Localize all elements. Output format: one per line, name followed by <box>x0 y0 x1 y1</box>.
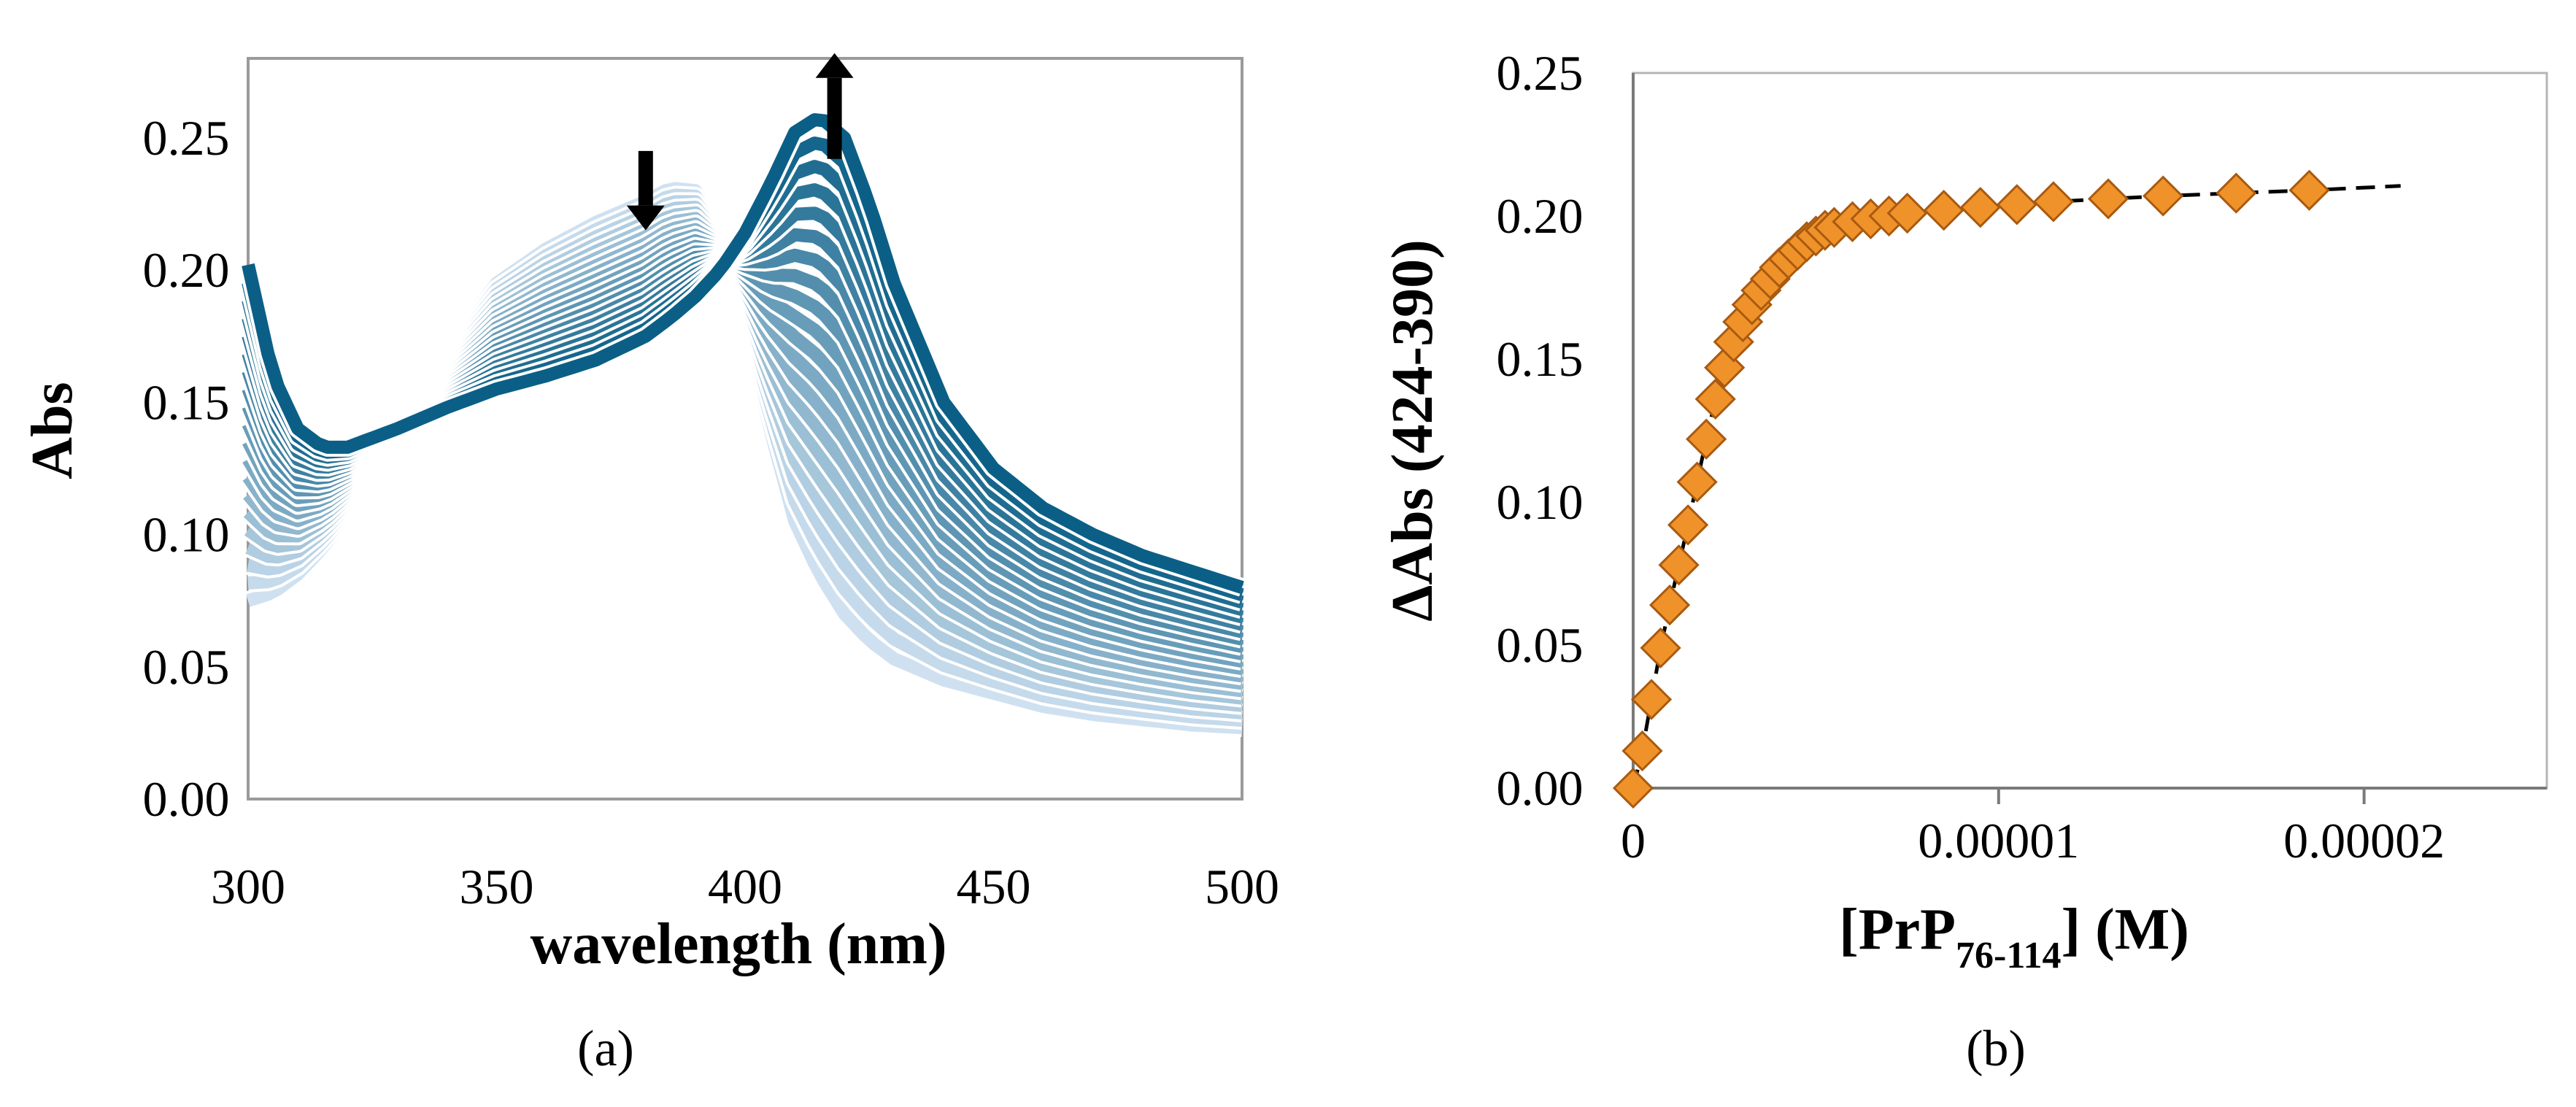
data-point-marker <box>2216 172 2257 214</box>
panel-b-x-tick-labels: 0 0.00001 0.00002 <box>1621 813 2445 868</box>
data-point-marker <box>1686 418 1727 460</box>
panel-b-x-axis-title-subscript: 76-114 <box>1956 935 2061 976</box>
data-point-marker <box>1694 378 1736 420</box>
arrow-head-down <box>626 205 665 231</box>
panel-a-y-axis-title: Abs <box>20 382 85 479</box>
data-point-marker <box>2143 175 2184 217</box>
panel-a-x-axis-title: wavelength (nm) <box>530 912 946 976</box>
spectrum-curve <box>242 113 1244 594</box>
panel-a-arrows <box>626 53 854 231</box>
data-point-marker <box>2032 181 2075 223</box>
data-point-marker <box>1886 192 1928 234</box>
panel-a-x-tick-label: 300 <box>211 859 285 914</box>
panel-b-x-tick-marks <box>1632 788 2366 804</box>
data-point-marker <box>1612 767 1654 809</box>
panel-a-x-tick-label: 450 <box>957 859 1031 914</box>
data-point-marker <box>1630 679 1673 720</box>
panel-b-data-markers <box>1612 169 2330 809</box>
panel-b-y-tick-labels: 0.00 0.05 0.10 0.15 0.20 0.25 <box>1497 45 1584 816</box>
panel-b-x-axis-title-tail: ] (M) <box>2061 898 2189 962</box>
data-point-marker <box>1667 504 1709 546</box>
panel-b-label: (b) <box>1966 1021 2026 1077</box>
panel-b-x-tick-label: 0.00002 <box>2283 813 2445 868</box>
panel-b-plot-frame <box>1632 72 2548 790</box>
panel-b-y-tick-label: 0.05 <box>1497 617 1584 673</box>
panel-b-x-tick-label: 0.00001 <box>1918 813 2079 868</box>
data-point-marker <box>2087 178 2129 220</box>
panel-a-y-tick-label: 0.00 <box>143 771 230 827</box>
panel-a-y-tick-labels: 0.00 0.05 0.10 0.15 0.20 0.25 <box>143 110 230 827</box>
panel-a-absorbance-spectra: 0.00 0.05 0.10 0.15 0.20 0.25 300 350 400 450 500… <box>20 53 1279 1077</box>
data-point-marker <box>1658 544 1700 586</box>
data-point-marker <box>1923 190 1964 231</box>
panel-a-x-tick-labels: 300 350 400 450 500 <box>211 859 1279 914</box>
panel-a-spectrum-curves <box>239 110 1245 738</box>
data-point-marker <box>1996 184 2037 225</box>
data-point-marker <box>2288 169 2330 211</box>
panel-b-x-axis-title-main: [PrP <box>1839 898 1956 962</box>
panel-b-y-tick-label: 0.10 <box>1497 474 1584 530</box>
panel-a-x-tick-label: 350 <box>460 859 534 914</box>
panel-a-y-tick-label: 0.25 <box>143 110 230 166</box>
data-point-marker <box>1640 627 1681 669</box>
panel-b-y-tick-label: 0.15 <box>1497 331 1584 387</box>
data-point-marker <box>1676 461 1718 503</box>
panel-b-x-axis-title: [PrP76-114] (M) <box>1839 898 2189 976</box>
panel-b-x-tick-label: 0 <box>1621 813 1646 868</box>
panel-a-label: (a) <box>577 1021 634 1077</box>
data-point-marker <box>1648 584 1691 626</box>
panel-a-x-tick-label: 400 <box>708 859 782 914</box>
panel-b-titration-curve: 0.00 0.05 0.10 0.15 0.20 0.25 0 0.00001 0.00002… <box>1381 45 2548 1077</box>
panel-a-x-tick-label: 500 <box>1205 859 1279 914</box>
panel-a-y-tick-label: 0.20 <box>143 242 230 298</box>
panel-a-y-tick-label: 0.15 <box>143 374 230 430</box>
arrow-head-up <box>815 53 854 78</box>
panel-b-y-tick-label: 0.20 <box>1497 188 1584 244</box>
data-point-marker <box>1959 187 2001 228</box>
panel-b-y-axis-title: ΔAbs (424-390) <box>1381 239 1445 621</box>
panel-a-y-tick-label: 0.05 <box>143 639 230 695</box>
panel-b-y-tick-label: 0.25 <box>1497 45 1584 101</box>
panel-a-y-tick-label: 0.10 <box>143 507 230 563</box>
panel-b-y-tick-label: 0.00 <box>1497 760 1584 816</box>
data-point-marker <box>1621 730 1663 772</box>
